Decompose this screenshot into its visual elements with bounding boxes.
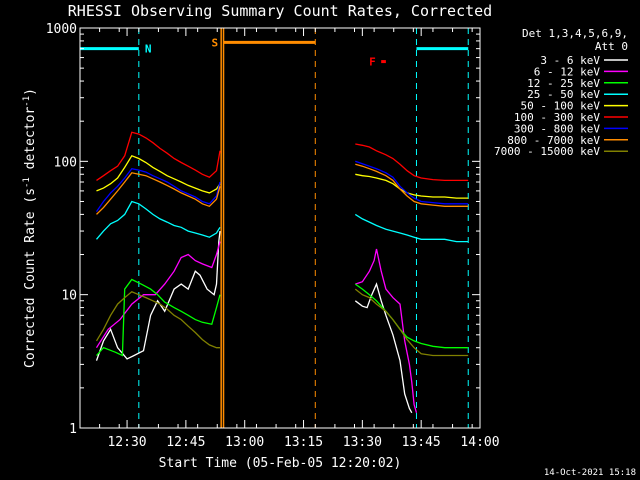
- legend-entry-label: 6 - 12 keV: [534, 65, 601, 78]
- x-tick-label: 13:00: [225, 435, 264, 450]
- series-line-3: [96, 200, 469, 243]
- x-tick-label: 12:45: [166, 435, 205, 450]
- x-tick-label: 13:45: [402, 435, 441, 450]
- series-line-6: [95, 160, 469, 212]
- legend-entry-label: 12 - 25 keV: [527, 77, 600, 90]
- y-axis-label: Corrected Count Rate (s-1 detector-1): [22, 88, 38, 368]
- series-line-2: [96, 278, 469, 357]
- x-tick-label: 14:00: [460, 435, 499, 450]
- legend-entry-label: 25 - 50 keV: [527, 88, 600, 101]
- series-line-5: [96, 131, 469, 182]
- y-axis: 1 10 100 1000: [46, 22, 480, 437]
- y-tick-label: 10: [61, 289, 77, 304]
- legend-header-detectors: Det 1,3,4,5,6,9,: [522, 27, 628, 40]
- footer-date: 14-Oct-2021 15:18: [544, 468, 636, 478]
- y-tick-label: 1: [69, 422, 77, 437]
- legend-entry-label: 50 - 100 keV: [521, 100, 601, 113]
- x-tick-label: 12:30: [107, 435, 146, 450]
- x-tick-label: 13:30: [343, 435, 382, 450]
- x-axis-label: Start Time (05-Feb-05 12:20:02): [159, 456, 402, 471]
- plot-frame: [79, 27, 481, 429]
- flag-label-S: S: [212, 36, 219, 49]
- y-tick-label: 1000: [46, 22, 77, 37]
- legend-entry-label: 100 - 300 keV: [514, 111, 600, 124]
- legend-entry-label: 300 - 800 keV: [514, 122, 600, 135]
- chart-title: RHESSI Observing Summary Count Rates, Co…: [68, 2, 492, 20]
- x-axis: 12:30 12:45 13:00 13:15 13:30 13:45 14:00: [99, 28, 500, 450]
- series-line-7: [96, 163, 469, 215]
- series-line-4: [96, 154, 469, 199]
- series-layer: [95, 131, 469, 414]
- flag-label-N: N: [145, 43, 152, 56]
- legend-entry-label: 800 - 7000 keV: [507, 134, 600, 147]
- legend-entry-label: 7000 - 15000 keV: [494, 145, 600, 158]
- flag-label-F: F: [369, 56, 376, 69]
- legend-entry-label: 3 - 6 keV: [540, 54, 600, 67]
- series-line-8: [95, 288, 469, 357]
- flags-layer: N S F: [79, 28, 469, 428]
- x-tick-label: 13:15: [284, 435, 323, 450]
- y-tick-label: 100: [54, 155, 77, 170]
- legend-header-attenuator: Att 0: [595, 40, 628, 53]
